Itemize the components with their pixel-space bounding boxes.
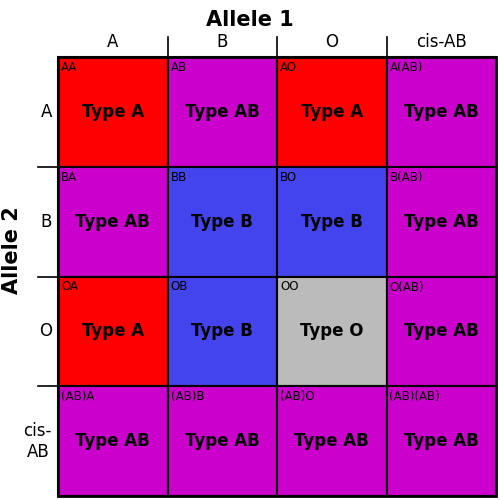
- Text: O: O: [325, 33, 338, 51]
- Text: Type AB: Type AB: [76, 212, 150, 230]
- Bar: [277, 276, 386, 386]
- Text: AB: AB: [170, 61, 186, 74]
- Text: Type B: Type B: [301, 212, 362, 230]
- Text: (AB)(AB): (AB)(AB): [390, 390, 440, 403]
- Text: OB: OB: [170, 280, 188, 293]
- Text: OO: OO: [280, 280, 298, 293]
- Bar: [386, 57, 496, 167]
- Text: A: A: [40, 103, 52, 121]
- Text: Type AB: Type AB: [294, 432, 369, 450]
- Text: Type A: Type A: [82, 322, 144, 340]
- Text: Type A: Type A: [82, 103, 144, 121]
- Bar: [168, 57, 277, 167]
- Text: B(AB): B(AB): [390, 171, 423, 183]
- Text: Type A: Type A: [300, 103, 363, 121]
- Text: Allele 2: Allele 2: [2, 206, 22, 294]
- Bar: [58, 57, 496, 496]
- Text: Type AB: Type AB: [185, 103, 260, 121]
- Bar: [168, 386, 277, 496]
- Text: Type AB: Type AB: [404, 212, 478, 230]
- Text: Type AB: Type AB: [185, 432, 260, 450]
- Text: B: B: [40, 212, 52, 230]
- Bar: [58, 57, 168, 167]
- Text: OA: OA: [61, 280, 78, 293]
- Text: BO: BO: [280, 171, 297, 183]
- Text: (AB)O: (AB)O: [280, 390, 314, 403]
- Bar: [58, 386, 168, 496]
- Text: Allele 1: Allele 1: [206, 10, 294, 30]
- Text: O(AB): O(AB): [390, 280, 424, 293]
- Text: cis-AB: cis-AB: [416, 33, 467, 51]
- Bar: [168, 276, 277, 386]
- Bar: [386, 167, 496, 276]
- Text: (AB)A: (AB)A: [61, 390, 94, 403]
- Text: O: O: [39, 322, 52, 340]
- Bar: [277, 167, 386, 276]
- Text: Type AB: Type AB: [76, 432, 150, 450]
- Text: Type B: Type B: [192, 322, 253, 340]
- Bar: [277, 57, 386, 167]
- Text: BA: BA: [61, 171, 77, 183]
- Text: cis-
AB: cis- AB: [24, 422, 52, 461]
- Bar: [58, 167, 168, 276]
- Text: A(AB): A(AB): [390, 61, 423, 74]
- Bar: [386, 276, 496, 386]
- Text: AA: AA: [61, 61, 78, 74]
- Text: Type AB: Type AB: [404, 432, 478, 450]
- Text: (AB)B: (AB)B: [170, 390, 204, 403]
- Text: Type AB: Type AB: [404, 322, 478, 340]
- Bar: [168, 167, 277, 276]
- Bar: [386, 386, 496, 496]
- Text: AO: AO: [280, 61, 297, 74]
- Text: B: B: [216, 33, 228, 51]
- Bar: [277, 386, 386, 496]
- Text: Type AB: Type AB: [404, 103, 478, 121]
- Text: Type B: Type B: [192, 212, 253, 230]
- Text: A: A: [107, 33, 118, 51]
- Text: BB: BB: [170, 171, 187, 183]
- Text: Type O: Type O: [300, 322, 364, 340]
- Bar: [58, 276, 168, 386]
